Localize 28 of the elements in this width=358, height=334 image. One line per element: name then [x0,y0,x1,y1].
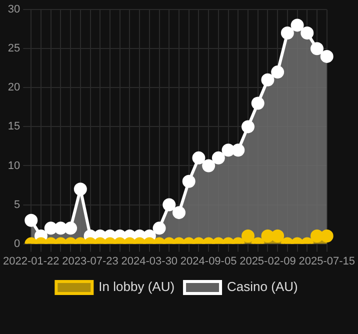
x-tick-label: 2022-01-22 [2,255,60,268]
y-tick-label: 15 [8,120,20,133]
x-tick-label: 2024-03-30 [121,255,178,268]
x-tick-label: 2025-07-15 [298,255,356,268]
point [310,42,324,56]
point [212,151,225,164]
point [271,66,284,79]
point [280,26,294,40]
y-tick-label: 30 [8,4,20,16]
x-tick-label: 2023-07-23 [62,255,118,268]
point [300,26,314,40]
point [232,144,245,157]
y-tick-label: 0 [14,238,20,250]
point [222,144,235,157]
x-tick-label: 2025-02-09 [240,255,296,268]
point [320,50,334,63]
point [251,96,264,110]
point [290,18,304,32]
y-tick-label: 20 [8,82,20,94]
x-tick-label: 2024-09-05 [180,255,237,268]
legend-label: Casino (AU) [227,279,298,294]
point [242,120,255,134]
point [261,73,274,86]
y-tick-label: 10 [8,160,20,172]
y-tick-label: 25 [8,42,20,55]
legend-label: In lobby (AU) [98,279,175,294]
y-tick-label: 5 [14,198,20,211]
point [192,151,206,164]
